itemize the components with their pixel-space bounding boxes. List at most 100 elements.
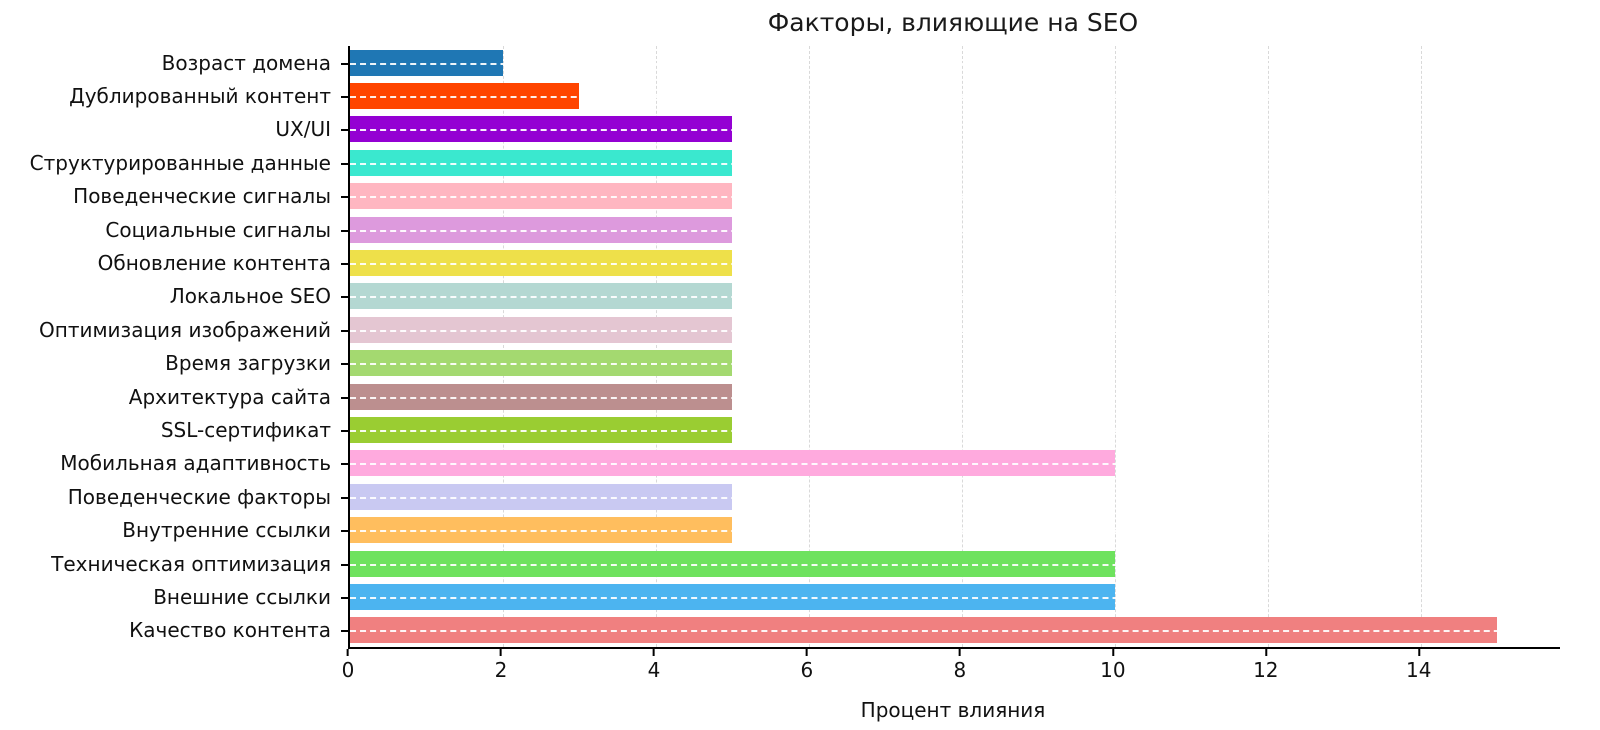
bar-row <box>350 180 1560 213</box>
y-tick: Техническая оптимизация <box>0 547 348 580</box>
bar-row <box>350 480 1560 513</box>
y-tick-label: Архитектура сайта <box>128 384 331 409</box>
bar-row <box>350 246 1560 279</box>
bar <box>350 383 733 410</box>
x-tick-label: 4 <box>647 658 661 682</box>
gridline <box>502 46 504 647</box>
y-tick: Возраст домена <box>0 46 348 79</box>
bar <box>350 250 733 277</box>
x-tick-label: 0 <box>341 658 355 682</box>
gridline <box>808 46 810 647</box>
bar <box>350 149 733 176</box>
bar <box>350 483 733 510</box>
gridline <box>1420 46 1422 647</box>
x-tick: 14 <box>1406 649 1432 682</box>
x-tick: 6 <box>800 649 814 682</box>
bar <box>350 617 1498 644</box>
y-tick-label: Поведенческие сигналы <box>73 184 331 209</box>
y-tick: Социальные сигналы <box>0 213 348 246</box>
x-tick-mark <box>346 649 349 656</box>
y-tick-label: Обновление контента <box>97 251 331 276</box>
x-tick-mark <box>1264 649 1267 656</box>
y-tick: Архитектура сайта <box>0 380 348 413</box>
y-tick: Структурированные данные <box>0 146 348 179</box>
x-tick: 4 <box>647 649 661 682</box>
y-tick: Качество контента <box>0 614 348 647</box>
y-tick: Внешние ссылки <box>0 580 348 613</box>
y-tick-label: UX/UI <box>275 117 331 142</box>
bar-row <box>350 146 1560 179</box>
bar <box>350 517 733 544</box>
bar-row <box>350 313 1560 346</box>
x-tick-mark <box>805 649 808 656</box>
y-tick: Локальное SEO <box>0 280 348 313</box>
bar-row <box>350 413 1560 446</box>
y-tick-label: Социальные сигналы <box>105 217 331 242</box>
bar-row <box>350 513 1560 546</box>
x-tick-label: 6 <box>800 658 814 682</box>
x-tick: 10 <box>1100 649 1126 682</box>
y-tick-label: Структурированные данные <box>29 150 331 175</box>
x-tick-mark <box>499 649 502 656</box>
y-tick: Поведенческие факторы <box>0 480 348 513</box>
x-tick-label: 12 <box>1253 658 1279 682</box>
gridline <box>1267 46 1269 647</box>
gridline <box>961 46 963 647</box>
x-tick: 2 <box>495 649 507 682</box>
x-tick: 0 <box>341 649 355 682</box>
x-tick-mark <box>1417 649 1420 656</box>
y-tick-label: Внешние ссылки <box>153 584 331 609</box>
y-tick: Внутренние ссылки <box>0 513 348 546</box>
x-tick-mark <box>958 649 961 656</box>
y-tick-label: SSL-сертификат <box>160 417 331 442</box>
bar <box>350 283 733 310</box>
bar <box>350 450 1115 477</box>
y-tick-label: Техническая оптимизация <box>51 551 331 576</box>
bar-row <box>350 447 1560 480</box>
y-tick: Обновление контента <box>0 246 348 279</box>
bar-row <box>350 113 1560 146</box>
chart-title: Факторы, влияющие на SEO <box>767 8 1139 37</box>
x-axis-label: Процент влияния <box>860 698 1046 722</box>
bar-row <box>350 347 1560 380</box>
y-tick-label: Качество контента <box>129 618 331 643</box>
y-tick-label: Возраст домена <box>161 50 331 75</box>
gridline <box>655 46 657 647</box>
x-tick-label: 8 <box>953 658 967 682</box>
bar-row <box>350 280 1560 313</box>
bar <box>350 550 1115 577</box>
x-tick-mark <box>1111 649 1114 656</box>
x-tick-mark <box>652 649 655 656</box>
y-tick: Время загрузки <box>0 347 348 380</box>
y-tick-label: Мобильная адаптивность <box>60 451 331 476</box>
bar <box>350 416 733 443</box>
y-tick: Оптимизация изображений <box>0 313 348 346</box>
y-tick: Дублированный контент <box>0 79 348 112</box>
y-tick: Мобильная адаптивность <box>0 447 348 480</box>
bar-row <box>350 79 1560 112</box>
bar <box>350 183 733 210</box>
x-tick-label: 14 <box>1406 658 1432 682</box>
bars-layer <box>350 46 1560 647</box>
x-tick: 8 <box>953 649 967 682</box>
bar <box>350 583 1115 610</box>
bar <box>350 116 733 143</box>
x-tick-label: 10 <box>1100 658 1126 682</box>
y-tick-label: Оптимизация изображений <box>39 317 331 342</box>
bar-row <box>350 213 1560 246</box>
y-axis-labels: Возраст домена Дублированный контент UX/UI… <box>0 46 348 647</box>
bar-row <box>350 380 1560 413</box>
gridline <box>1114 46 1116 647</box>
plot-area <box>348 46 1560 649</box>
y-tick-label: Внутренние ссылки <box>122 518 331 543</box>
bar <box>350 316 733 343</box>
bar <box>350 350 733 377</box>
y-tick-label: Поведенческие факторы <box>67 484 331 509</box>
bar-row <box>350 547 1560 580</box>
y-tick-label: Время загрузки <box>165 351 331 376</box>
y-tick: SSL-сертификат <box>0 413 348 446</box>
bar-row <box>350 46 1560 79</box>
x-tick: 12 <box>1253 649 1279 682</box>
y-tick-label: Локальное SEO <box>169 284 331 309</box>
